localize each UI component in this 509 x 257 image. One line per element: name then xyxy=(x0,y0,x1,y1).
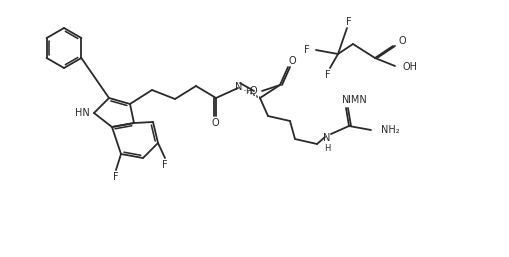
Text: OH: OH xyxy=(403,62,418,72)
Text: N: N xyxy=(343,95,350,105)
Text: O: O xyxy=(399,36,407,46)
Text: NH₂: NH₂ xyxy=(381,125,400,135)
Text: O: O xyxy=(249,86,257,96)
Text: H: H xyxy=(324,144,330,153)
Text: H: H xyxy=(245,87,251,96)
Text: F: F xyxy=(162,160,168,170)
Text: N: N xyxy=(323,133,331,143)
Text: O: O xyxy=(288,56,296,66)
Text: IMN: IMN xyxy=(348,95,367,105)
Text: F: F xyxy=(113,172,119,182)
Text: N: N xyxy=(235,82,243,92)
Text: F: F xyxy=(304,45,310,55)
Text: HN: HN xyxy=(75,108,90,118)
Text: O: O xyxy=(211,118,219,128)
Text: F: F xyxy=(325,70,331,80)
Text: F: F xyxy=(346,17,352,27)
